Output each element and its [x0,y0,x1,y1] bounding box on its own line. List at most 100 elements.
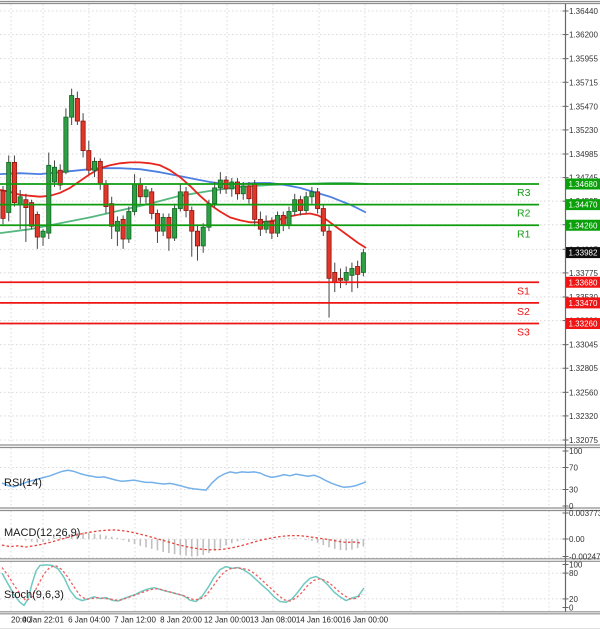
candle [166,216,172,239]
candle [292,199,298,212]
main-price-panel[interactable] [0,88,369,318]
candle [320,208,326,232]
time-label: 4 Jan 22:01 [22,616,64,625]
stoch-d-line [1,565,363,602]
macd-tick-label: 0.003773 [569,509,600,518]
candle [23,199,29,208]
time-label: 16 Jan 00:00 [342,616,389,625]
macd-signal-line [1,529,363,551]
rsi-tick-label: 30 [569,486,578,495]
gridlines [0,4,565,611]
candle [154,213,160,232]
rsi-tick-label: 0 [569,502,574,511]
price-badges: 1.34680 1.34470 1.34260 1.33982 1.33680 1.334… [566,178,600,330]
resistance-badge [566,219,600,231]
candle [303,196,309,211]
resistance-badge-text: 1.34680 [569,180,598,189]
candle [6,161,12,213]
candle [326,230,332,279]
price-tick-label: 1.32805 [569,364,598,373]
support-badge [566,318,600,330]
candle [97,160,103,185]
support-badge-text: 1.33260 [569,320,598,329]
candle [229,181,235,190]
price-tick-label: 1.34745 [569,174,598,183]
time-label: 12 Jan 00:00 [204,616,251,625]
price-tick-label: 1.32320 [569,412,598,421]
candle [57,169,63,186]
price-tick-label: 1.35715 [569,78,598,87]
candle [109,203,115,227]
stoch-tick-label: 80 [569,569,578,578]
candle [355,266,361,275]
macd-label: MACD(12,26,9) [4,527,80,539]
rsi-tick-label: 70 [569,464,578,473]
time-label: 7 Jan 12:00 [114,616,156,625]
support-badge [566,276,600,288]
price-tick-label: 1.35955 [569,55,598,64]
price-tick-label: 1.32075 [569,436,598,445]
candle [132,183,138,212]
resistance-badge [566,199,600,211]
candle [143,189,149,198]
candle [149,191,155,214]
candle [200,226,206,247]
candle [269,220,275,234]
stoch-tick-label: 0 [569,604,574,613]
candle [212,187,218,205]
resistance-label: R2 [517,208,531,220]
candle [51,166,57,183]
stoch-panel[interactable] [1,564,365,607]
support-label: S3 [517,327,530,339]
resistance-label: R3 [517,187,531,199]
candle [360,252,366,273]
candle [189,210,195,232]
macd-tick-label: 0.00 [569,535,585,544]
candle [257,218,263,230]
candle [206,203,212,228]
candle [194,230,200,247]
stoch-label: Stoch(9,6,3) [4,589,64,601]
candle [46,164,52,234]
time-label: 13 Jan 08:00 [250,616,297,625]
time-label: 6 Jan 04:00 [68,616,110,625]
candle [183,191,189,211]
candle [17,196,23,206]
price-axis: 1.36440 1.36200 1.35955 1.35715 1.35470 1.352… [562,7,600,613]
candle [11,161,17,204]
support-resistance-lines: R3 R2 R1 S1 S2 S3 [0,183,539,339]
candle [103,183,109,207]
price-tick-label: 1.32560 [569,388,598,397]
resistance-label: R1 [517,228,531,240]
macd-panel[interactable] [1,529,365,557]
price-tick-label: 1.35470 [569,102,598,111]
candle [349,268,355,276]
rsi-panel[interactable] [1,469,367,491]
time-label: 8 Jan 20:00 [160,616,202,625]
candle [315,191,321,209]
time-label: 14 Jan 16:00 [296,616,343,625]
stoch-tick-label: 20 [569,595,578,604]
candle [114,220,120,232]
candle [332,272,338,283]
candle [275,215,281,234]
candle [40,230,46,238]
price-tick-label: 1.33775 [569,269,598,278]
price-tick-label: 1.34985 [569,150,598,159]
candle [246,185,252,200]
price-tick-label: 1.35230 [569,126,598,135]
candle [172,208,178,239]
price-tick-label: 1.36200 [569,31,598,40]
candle [120,218,126,240]
rsi-tick-label: 100 [569,447,583,456]
time-axis: 20:004 Jan 22:01 6 Jan 04:00 7 Jan 12:00 8 … [0,616,600,629]
candle [74,98,80,122]
support-badge [566,297,600,309]
candle [343,272,349,281]
candle [235,181,241,195]
candle [160,216,166,232]
price-tick-label: 1.33045 [569,341,598,350]
support-label: S2 [517,306,530,318]
